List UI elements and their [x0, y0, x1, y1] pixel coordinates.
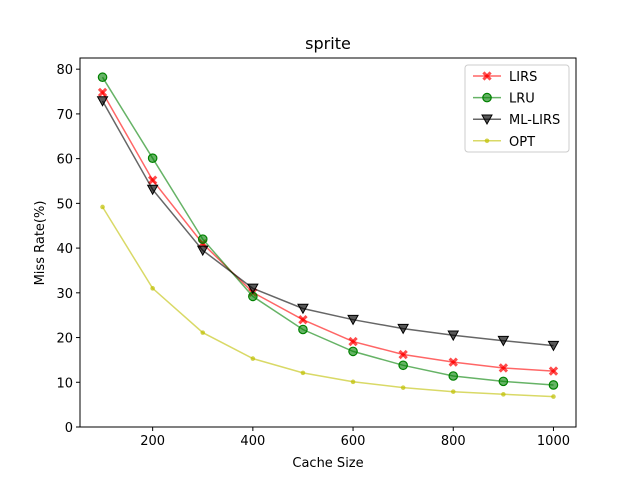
y-tick-label: 0 [65, 421, 73, 436]
data-point-lirs [348, 336, 358, 347]
data-point-opt [400, 385, 406, 390]
data-point-ml-lirs [196, 245, 209, 257]
data-point-lru [448, 371, 459, 381]
y-tick-label: 40 [56, 242, 73, 257]
legend-marker-opt [484, 138, 490, 144]
data-point-lirs [147, 175, 158, 185]
data-point-lru [348, 346, 358, 357]
legend-label-opt: OPT [509, 135, 535, 150]
legend-label-lru: LRU [509, 92, 535, 107]
data-point-opt [300, 370, 306, 376]
data-point-lirs-stroke [97, 87, 108, 98]
data-point-ml-lirs [347, 314, 359, 326]
x-tick-label: 200 [140, 434, 165, 449]
legend-label-lirs: LIRS [509, 70, 537, 85]
data-point-opt [150, 286, 155, 291]
data-point-lirs-stroke [498, 363, 509, 373]
plot-series [96, 72, 560, 399]
data-point-lirs-stroke [298, 314, 308, 325]
y-tick-label: 80 [56, 63, 73, 78]
series-ml-lirs [96, 96, 560, 352]
y-tick-label: 10 [56, 376, 73, 391]
legend: LIRS LRU ML-LIRS OPT [464, 64, 570, 153]
data-point-lru [298, 324, 308, 335]
legend-marker-lirs-stroke [482, 71, 492, 81]
data-point-lru [498, 376, 509, 387]
series-line-lru [101, 76, 554, 386]
x-tick-label: 800 [441, 434, 466, 449]
data-point-ml-lirs [447, 330, 460, 342]
series-opt [100, 204, 556, 399]
series-line-opt [101, 206, 554, 398]
plot-frame [79, 57, 577, 428]
x-axis-label: Cache Size [292, 456, 363, 471]
data-point-lirs-stroke [448, 357, 458, 367]
data-point-opt [200, 330, 206, 335]
data-point-lirs-stroke [548, 366, 559, 376]
y-tick-label: 50 [56, 197, 73, 212]
data-point-lirs-stroke [348, 336, 358, 347]
data-point-opt [350, 379, 356, 385]
legend-marker-lru [482, 92, 492, 103]
x-tick-label: 1000 [537, 434, 570, 449]
data-point-lirs [97, 87, 108, 98]
data-point-ml-lirs [547, 340, 560, 352]
y-tick-label: 20 [56, 332, 73, 347]
x-tick-label: 400 [240, 434, 265, 449]
data-point-lru [548, 380, 559, 390]
axis-ticks: 200 400 600 800 1000 0 10 20 30 40 50 60 70 80 [56, 63, 570, 449]
series-line-lirs [101, 92, 554, 372]
data-point-lirs [398, 349, 408, 360]
legend-marker-ml-lirs [481, 114, 493, 125]
y-tick-label: 70 [56, 108, 73, 123]
y-tick-label: 60 [56, 153, 73, 168]
data-point-lru [147, 153, 158, 163]
data-point-opt [250, 356, 256, 361]
data-point-ml-lirs [297, 303, 309, 315]
data-point-lirs [498, 363, 509, 373]
data-point-ml-lirs [96, 96, 109, 107]
data-point-ml-lirs [497, 335, 510, 347]
series-line-ml-lirs [101, 100, 554, 347]
data-point-ml-lirs [397, 323, 410, 335]
data-point-lirs-stroke [398, 349, 408, 360]
data-point-opt [501, 392, 506, 397]
data-point-lirs [548, 366, 559, 376]
x-tick-label: 600 [341, 434, 366, 449]
data-point-lirs [298, 314, 308, 325]
data-point-opt [551, 394, 556, 399]
series-lru [97, 72, 559, 390]
y-tick-label: 30 [56, 287, 73, 302]
data-point-lirs [448, 357, 458, 367]
legend-box [464, 64, 570, 153]
data-point-ml-lirs [246, 283, 259, 295]
data-point-opt [450, 389, 456, 394]
data-point-lru [97, 72, 108, 83]
y-axis-label: Miss Rate(%) [33, 201, 48, 286]
legend-marker-lirs [482, 71, 492, 81]
data-point-opt [100, 204, 105, 210]
data-point-lru [398, 360, 408, 371]
data-point-ml-lirs [146, 184, 159, 196]
chart-title: sprite [305, 34, 351, 53]
legend-label-ml-lirs: ML-LIRS [509, 113, 560, 128]
data-point-lru [197, 234, 208, 244]
data-point-lirs-stroke [147, 175, 158, 185]
